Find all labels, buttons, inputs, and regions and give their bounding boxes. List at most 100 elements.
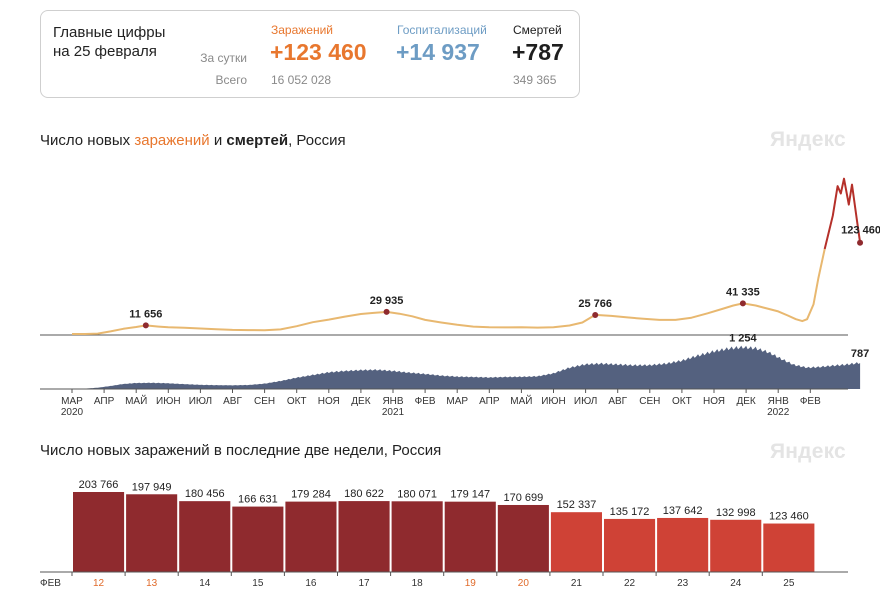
cases-marker <box>592 311 599 318</box>
chart1-title-part3: , Россия <box>288 132 346 149</box>
bar-category-label: 17 <box>358 578 370 589</box>
cases-daily: +123 460 <box>270 39 367 65</box>
cases-value-label: 11 656 <box>129 308 162 320</box>
bar <box>763 523 815 572</box>
cases-value-label: 41 335 <box>726 286 760 298</box>
bar <box>232 506 284 572</box>
year-label: 2020 <box>61 407 84 418</box>
bar-category-label: 21 <box>571 578 583 589</box>
time-tick-label: АПР <box>479 396 500 407</box>
bar-value-label: 166 631 <box>238 494 278 506</box>
cases-line <box>72 248 826 335</box>
time-tick-label: МАЙ <box>510 394 532 407</box>
bar <box>179 501 231 572</box>
bar-value-label: 137 642 <box>663 505 703 517</box>
bars: 203 766 197 949 180 456 166 631 179 284 180 6… <box>73 479 815 572</box>
bar-value-label: 180 622 <box>344 488 384 500</box>
bar <box>497 504 549 572</box>
time-tick-label: ЯНВ <box>768 396 789 407</box>
time-tick-label: ДЕК <box>736 396 755 407</box>
cases-series: 11 656 29 935 25 766 41 335 123 460 <box>40 177 880 336</box>
time-tick-label: ИЮН <box>156 396 181 407</box>
bar <box>338 501 390 572</box>
time-tick-label: ИЮН <box>541 396 566 407</box>
cases-value-label: 25 766 <box>578 298 612 310</box>
bar <box>444 501 496 572</box>
bar-value-label: 179 284 <box>291 489 331 501</box>
bar-axis: 12 13 14 15 16 17 18 19 20 21 22 23 24 25 ФЕВ <box>40 571 848 589</box>
summary-card: Главные цифры на 25 февраля За сутки Все… <box>40 10 580 98</box>
bar <box>710 519 762 572</box>
bar <box>126 494 178 572</box>
bar <box>73 492 125 572</box>
bar-category-label: 20 <box>518 578 530 589</box>
cases-value-label: 123 460 <box>841 225 880 237</box>
bar-value-label: 123 460 <box>769 511 809 523</box>
time-tick-label: ОКТ <box>672 396 692 407</box>
cases-marker <box>739 300 746 307</box>
bar-category-label: 16 <box>305 578 317 589</box>
time-tick-label: ИЮЛ <box>189 396 212 407</box>
row-label-total: Всего <box>215 73 247 87</box>
bar-month-label: ФЕВ <box>40 578 61 589</box>
row-label-daily: За сутки <box>200 51 247 65</box>
time-tick-label: ФЕВ <box>800 396 821 407</box>
time-tick-label: АВГ <box>223 396 242 407</box>
time-tick-label: МАР <box>446 396 468 407</box>
chart2-title: Число новых заражений в последние две не… <box>40 442 442 459</box>
time-tick-label: ФЕВ <box>415 396 436 407</box>
bar <box>550 512 602 572</box>
time-tick-label: МАЙ <box>125 394 147 407</box>
bar-category-label: 24 <box>730 578 742 589</box>
bar-category-label: 19 <box>465 578 477 589</box>
deaths-area <box>72 345 861 389</box>
time-tick-label: СЕН <box>639 396 660 407</box>
bar <box>604 518 656 572</box>
bar-value-label: 180 456 <box>185 488 225 500</box>
chart1-svg: 11 656 29 935 25 766 41 335 123 460 1 254 787… <box>40 177 880 418</box>
bar-value-label: 132 998 <box>716 507 756 519</box>
bar-value-label: 152 337 <box>557 499 597 511</box>
bar-value-label: 179 147 <box>450 489 490 501</box>
time-tick-label: ДЕК <box>351 396 370 407</box>
bar-category-label: 22 <box>624 578 636 589</box>
cases-marker <box>857 239 864 246</box>
year-label: 2022 <box>767 407 790 418</box>
time-tick-label: ОКТ <box>287 396 307 407</box>
deaths-total: 349 365 <box>513 73 557 87</box>
bar-category-label: 12 <box>93 578 105 589</box>
chart1-title-part1: Число новых <box>40 132 135 149</box>
cases-total: 16 052 028 <box>271 73 332 87</box>
deaths-value-label: 1 254 <box>729 333 757 345</box>
summary-title-line2: на 25 февраля <box>53 43 157 60</box>
cases-label: Заражений <box>271 23 334 37</box>
bar-value-label: 203 766 <box>79 479 119 491</box>
summary-title-line1: Главные цифры <box>53 24 166 41</box>
time-tick-label: АПР <box>94 396 115 407</box>
time-tick-label: ИЮЛ <box>574 396 597 407</box>
year-label: 2021 <box>382 407 405 418</box>
deaths-series: 1 254 787 <box>40 333 869 390</box>
summary-title: Главные цифры на 25 февраля <box>53 23 165 61</box>
bar-value-label: 180 071 <box>397 488 437 500</box>
cases-value-label: 29 935 <box>370 295 404 307</box>
bar-category-label: 23 <box>677 578 689 589</box>
cases-line-surge <box>823 177 862 250</box>
bar-category-label: 13 <box>146 578 158 589</box>
time-tick-label: МАР <box>61 396 83 407</box>
chart1-title-cases: заражений <box>134 132 210 149</box>
bar-value-label: 170 699 <box>503 492 543 504</box>
bar-value-label: 135 172 <box>610 506 650 518</box>
hospital-label: Госпитализаций <box>397 23 487 37</box>
chart1-title-deaths: смертей <box>226 132 289 149</box>
bar-category-label: 14 <box>199 578 211 589</box>
time-tick-label: НОЯ <box>318 396 340 407</box>
bar-category-label: 15 <box>252 578 264 589</box>
yandex-watermark-1: Яндекс <box>770 128 846 151</box>
deaths-value-label: 787 <box>851 348 869 360</box>
cases-marker <box>383 308 390 315</box>
time-axis: МАР АПР МАЙ ИЮН ИЮЛ АВГ СЕН ОКТ НОЯ ДЕК ЯНВ ФЕВ МАР А… <box>61 389 821 418</box>
time-tick-label: СЕН <box>254 396 275 407</box>
time-tick-label: АВГ <box>608 396 627 407</box>
